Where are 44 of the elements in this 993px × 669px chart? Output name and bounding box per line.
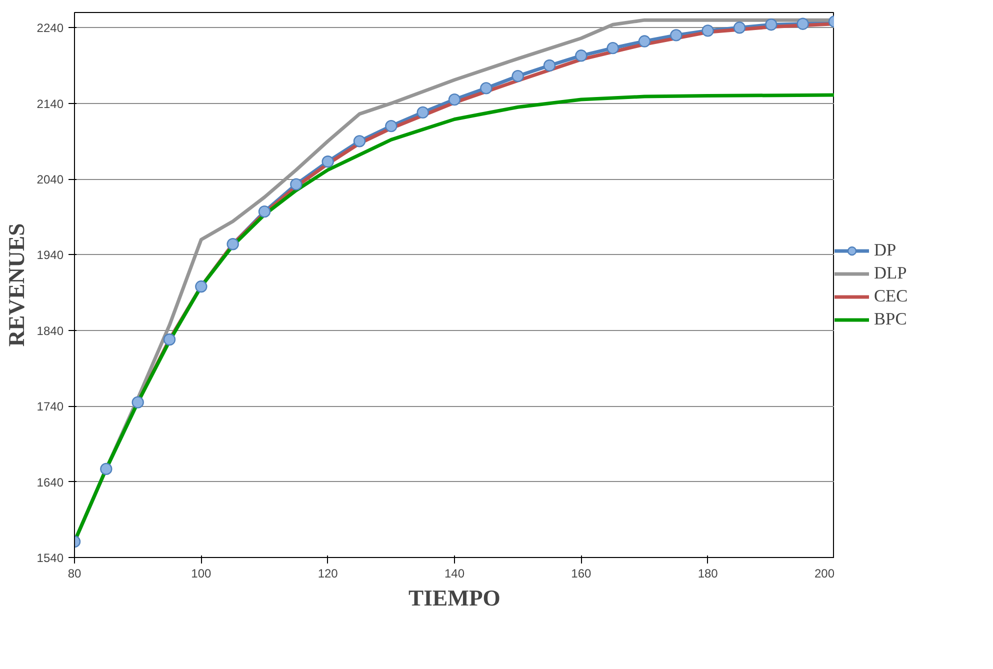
x-tick-label: 200: [814, 566, 835, 580]
legend-label: DLP: [874, 263, 907, 283]
y-tick-label: 2040: [36, 172, 64, 187]
y-tick-label: 1840: [36, 324, 64, 338]
point: [322, 156, 334, 168]
point: [290, 178, 302, 190]
y-tick-label: 1740: [36, 400, 64, 414]
point: [575, 50, 588, 62]
point: [543, 59, 556, 72]
y-tick-label: 1640: [36, 475, 64, 490]
point: [480, 82, 492, 94]
point: [163, 333, 176, 346]
y-axis-title: REVENUES: [4, 223, 29, 347]
y-tick-label: 2140: [36, 96, 64, 111]
x-tick-label: 140: [444, 566, 465, 580]
y-tick-label: 2240: [36, 21, 64, 36]
legend-label: DP: [874, 240, 896, 260]
point: [132, 396, 144, 408]
point: [670, 29, 682, 42]
point: [638, 35, 651, 48]
point: [606, 42, 619, 54]
point: [100, 462, 112, 476]
point: [733, 22, 746, 34]
point: [448, 93, 461, 106]
x-tick-label: 80: [68, 566, 82, 580]
x-tick-label: 180: [698, 566, 718, 580]
x-axis-title: TIEMPO: [408, 586, 500, 610]
point: [416, 106, 429, 119]
point: [796, 18, 809, 30]
x-tick-label: 160: [571, 566, 592, 580]
legend-label: CEC: [874, 286, 908, 306]
y-tick-label: 1540: [36, 551, 64, 565]
point: [226, 238, 239, 250]
point: [195, 280, 208, 293]
point: [385, 120, 398, 132]
point: [258, 205, 271, 218]
point: [353, 135, 366, 148]
point: [765, 18, 778, 31]
x-tick-label: 120: [318, 566, 338, 580]
legend-label: BPC: [874, 309, 907, 329]
point: [702, 24, 714, 37]
x-tick-label: 100: [191, 566, 212, 580]
y-tick-label: 1940: [36, 248, 64, 262]
point: [512, 70, 524, 82]
